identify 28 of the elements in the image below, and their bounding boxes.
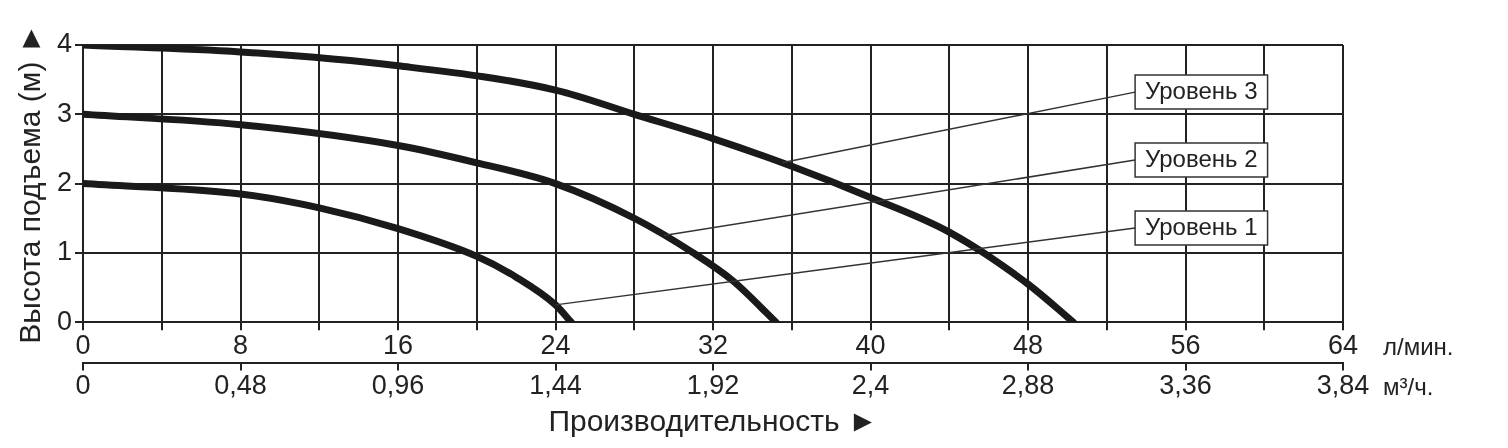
x2-tick-label: 2,4	[851, 370, 890, 401]
x-axis-title: Производительность ►	[548, 404, 878, 438]
annotation: Уровень 3	[1145, 76, 1258, 104]
y-tick-label: 0	[56, 305, 73, 336]
x-tick-label: 24	[540, 329, 571, 360]
x-tick-label: 40	[855, 329, 886, 360]
annotation: Уровень 1	[1145, 212, 1258, 240]
x-tick-label: 56	[1170, 329, 1201, 360]
y-axis-title: Высота подъема (м) ►	[13, 23, 47, 344]
y-tick-label: 4	[56, 28, 73, 59]
text: м³/ч.	[1383, 373, 1434, 401]
y-tick-label: 2	[56, 167, 73, 198]
x-tick-label: 32	[697, 329, 729, 360]
x2-tick-label: 1,92	[686, 370, 740, 401]
x2-tick-label: 0,96	[371, 370, 425, 401]
x2-tick-label: 3,84	[1316, 370, 1370, 401]
x-tick-label: 8	[233, 329, 249, 360]
x-tick-label: 48	[1012, 329, 1044, 360]
x2-tick-label: 1,44	[529, 370, 582, 401]
x-tick-label: 16	[382, 329, 414, 360]
annotation: Уровень 2	[1145, 144, 1258, 172]
y-tick-label: 3	[56, 97, 73, 128]
x2-tick-label: 0,48	[214, 370, 267, 401]
x-tick-label: 64	[1327, 329, 1359, 360]
y-tick-label: 1	[56, 236, 73, 267]
x2-tick-label: 3,36	[1159, 370, 1212, 401]
x2-tick-label: 2,88	[1001, 370, 1055, 401]
text: л/мин.	[1383, 332, 1454, 360]
